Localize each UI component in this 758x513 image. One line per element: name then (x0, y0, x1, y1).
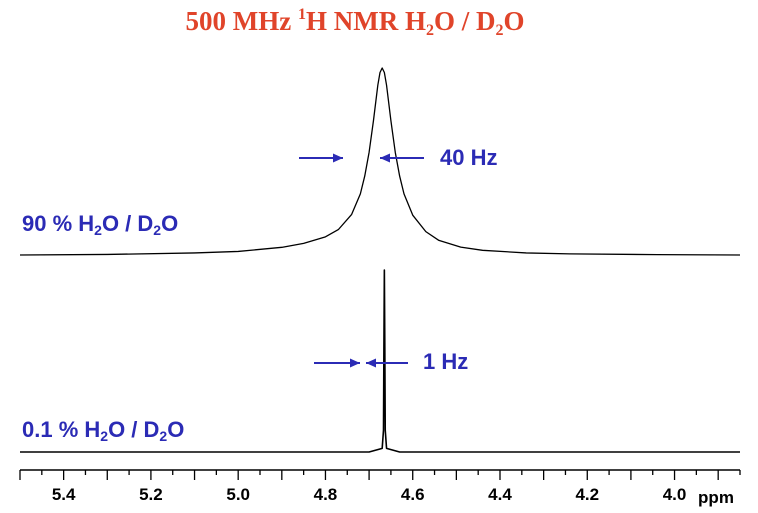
chart-title-part-1: 1 (297, 6, 306, 23)
linewidth-arrow-left-top (299, 153, 343, 163)
chart-title-part-0: 500 MHz (185, 6, 298, 36)
chart-title-part-5: 2 (495, 22, 504, 39)
x-axis-label: ppm (698, 488, 734, 507)
x-tick-label: 4.4 (488, 485, 512, 504)
linewidth-label-40-hz: 40 Hz (440, 145, 498, 170)
linewidth-arrow-left-bottom (314, 358, 360, 368)
linewidth-arrow-right-top (380, 153, 424, 163)
series-label-0.1-percent: 0.1 % H2O / D2O (22, 417, 184, 444)
x-tick-label: 5.4 (52, 485, 76, 504)
series-label-bottom-part-0: 0.1 % H (22, 417, 101, 442)
series-label-90-percent: 90 % H2O / D2O (22, 211, 178, 238)
spectrum-trace-bottom (20, 269, 740, 453)
series-label-top-part-1: 2 (94, 222, 102, 238)
x-tick-label: 4.0 (663, 485, 687, 504)
series-label-bottom-part-1: 2 (100, 428, 109, 444)
linewidth-label-1-hz: 1 Hz (423, 349, 469, 374)
linewidth-arrow-right-bottom (366, 358, 408, 368)
series-label-top-part-3: 2 (153, 222, 162, 238)
x-tick-label: 4.2 (575, 485, 599, 504)
chart-title-part-6: O (503, 6, 525, 36)
chart-title-part-4: O / D (433, 6, 496, 36)
x-tick-label: 4.6 (401, 485, 425, 504)
x-tick-label: 5.0 (226, 485, 250, 504)
chart-title-part-3: 2 (425, 22, 434, 39)
series-label-bottom-part-4: O (167, 417, 185, 442)
series-label-top-part-0: 90 % H (22, 211, 95, 236)
spectrum-trace-top (19, 67, 741, 256)
series-label-bottom-part-2: O / D (108, 417, 160, 442)
series-label-top-part-2: O / D (101, 211, 154, 236)
chart-title: 500 MHz 1H NMR H2O / D2O (0, 6, 710, 40)
x-tick-label: 5.2 (139, 485, 163, 504)
series-label-top-part-4: O (161, 211, 179, 236)
series-label-bottom-part-3: 2 (159, 428, 168, 444)
chart-title-part-2: H NMR H (305, 6, 426, 36)
x-tick-label: 4.8 (314, 485, 338, 504)
